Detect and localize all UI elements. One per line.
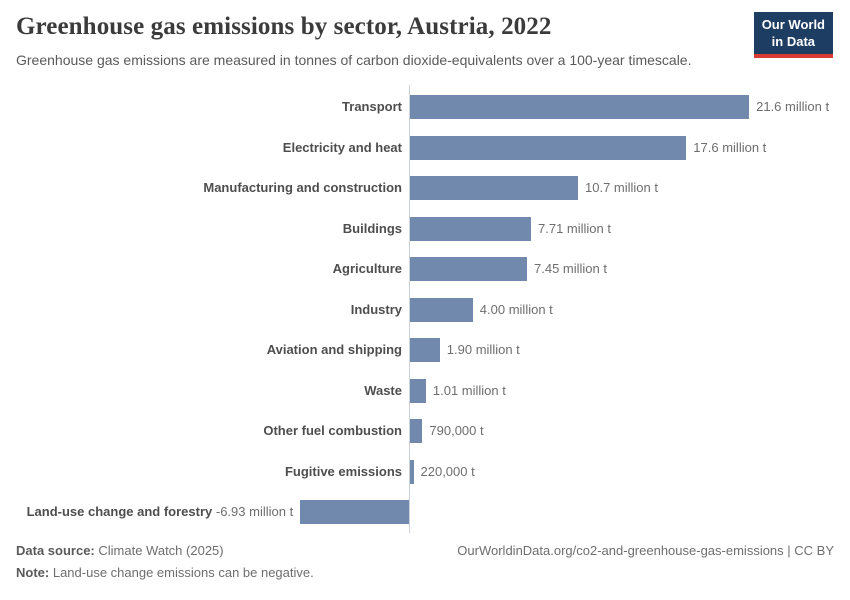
bar[interactable] [410, 378, 426, 403]
bar[interactable] [410, 419, 423, 443]
bar[interactable] [410, 338, 440, 362]
bar-row: Aviation and shipping 1.90 million t [0, 338, 850, 362]
bar[interactable] [410, 297, 473, 322]
value-label: 21.6 million t [756, 99, 830, 114]
owid-logo: Our World in Data [753, 12, 833, 59]
bar-row: Buildings 7.71 million t [0, 216, 850, 241]
footer-credit: OurWorldinData.org/co2-and-greenhouse-ga… [457, 543, 834, 558]
bar-row: Manufacturing and construction 10.7 milli… [0, 176, 850, 200]
category-label: Land-use change and forestry -6.93 milli… [0, 500, 294, 524]
value-label: 7.45 million t [534, 261, 607, 276]
value-label: 1.01 million t [432, 382, 506, 398]
chart-subtitle: Greenhouse gas emissions are measured in… [16, 52, 692, 68]
note-label: Note: [16, 565, 50, 580]
category-label: Manufacturing and construction [203, 180, 402, 195]
value-label: -6.93 million t [215, 504, 294, 519]
bar[interactable] [410, 216, 531, 241]
value-label: 4.00 million t [479, 301, 553, 317]
category-label-text: Land-use change and forestry [26, 504, 213, 519]
bar[interactable] [410, 257, 527, 281]
value-label: 220,000 t [420, 463, 475, 479]
category-label: Aviation and shipping [266, 342, 402, 357]
category-label: Electricity and heat [282, 139, 402, 155]
value-label: 17.6 million t [693, 139, 767, 155]
category-label: Agriculture [332, 261, 402, 276]
category-label: Industry [350, 301, 402, 317]
bar-row: Waste 1.01 million t [0, 378, 850, 403]
data-source-value: Climate Watch (2025) [98, 543, 224, 558]
category-label: Waste [364, 382, 402, 398]
category-label: Transport [342, 99, 402, 114]
logo-line-1: Our World [761, 17, 825, 32]
bar[interactable] [410, 135, 687, 160]
note-value: Land-use change emissions can be negativ… [52, 565, 314, 580]
value-label: 7.71 million t [538, 220, 611, 236]
category-label: Fugitive emissions [284, 463, 402, 479]
bar[interactable] [410, 459, 414, 484]
value-label: 1.90 million t [446, 342, 520, 357]
bar[interactable] [300, 500, 409, 524]
bar[interactable] [410, 95, 750, 119]
data-source-label: Data source: [16, 543, 95, 558]
logo-line-2: in Data [771, 33, 816, 49]
bar-row: Industry 4.00 million t [0, 297, 850, 322]
footer-note: Note: Land-use change emissions can be n… [16, 565, 314, 580]
bar-row: Agriculture 7.45 million t [0, 257, 850, 281]
category-label: Buildings [342, 220, 402, 236]
zero-axis-line [409, 85, 410, 533]
page-title: Greenhouse gas emissions by sector, Aust… [16, 13, 552, 40]
bar-row: Land-use change and forestry -6.93 milli… [0, 500, 850, 524]
category-label: Other fuel combustion [263, 423, 402, 438]
bar-row: Fugitive emissions 220,000 t [0, 459, 850, 484]
value-label: 10.7 million t [585, 180, 658, 195]
bar-row: Electricity and heat 17.6 million t [0, 135, 850, 160]
bar-row: Other fuel combustion 790,000 t [0, 419, 850, 443]
value-label: 790,000 t [429, 423, 484, 438]
bar[interactable] [410, 176, 578, 200]
footer-data-source: Data source: Climate Watch (2025) [16, 543, 224, 558]
bar-row: Transport 21.6 million t [0, 95, 850, 119]
